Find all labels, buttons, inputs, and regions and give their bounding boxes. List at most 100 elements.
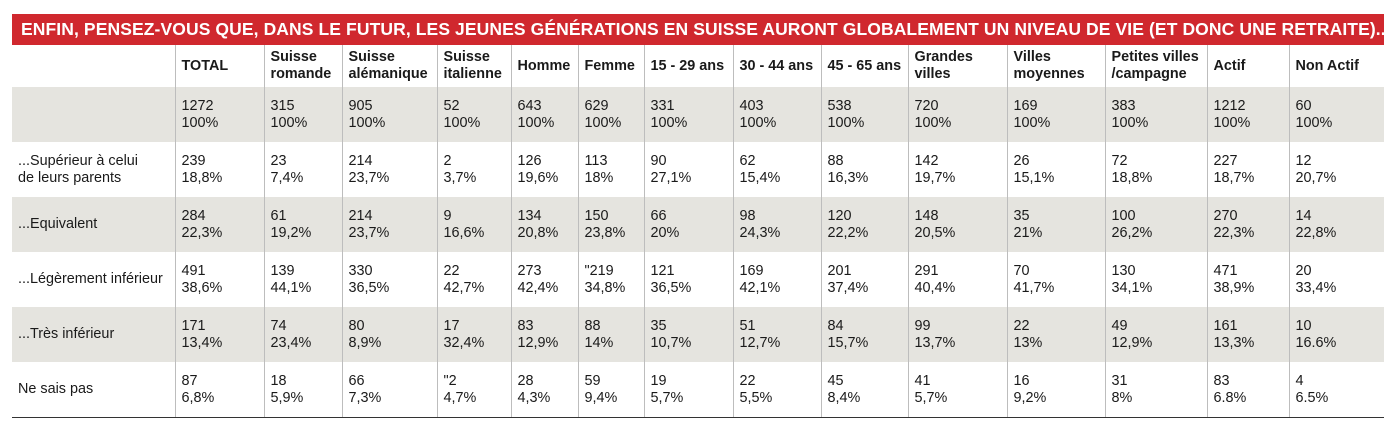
cell-count: 161: [1213, 317, 1238, 334]
column-header: 30 - 44 ans: [732, 45, 821, 87]
table-cell: 84 15,7%: [820, 307, 908, 362]
cell-percent: 9,4%: [584, 389, 618, 406]
table-cell: 49 12,9%: [1104, 307, 1207, 362]
cell-count: 20: [1295, 262, 1312, 279]
table-cell: 98 24,3%: [732, 197, 821, 252]
cell-count: 12: [1295, 152, 1312, 169]
cell-percent: 12,9%: [517, 334, 559, 351]
cell-count: 148: [914, 207, 939, 224]
table-cell: 59 9,4%: [577, 362, 644, 418]
column-header: Suisse romande: [263, 45, 342, 87]
table-cell: 22 13%: [1006, 307, 1105, 362]
cell-count: "219: [584, 262, 614, 279]
cell-count: 35: [650, 317, 667, 334]
table-cell: 35 10,7%: [643, 307, 733, 362]
cell-count: 291: [914, 262, 939, 279]
column-header: Homme: [510, 45, 578, 87]
cell-count: 201: [827, 262, 852, 279]
table-cell: 139 44,1%: [263, 252, 342, 307]
cell-percent: 20%: [650, 224, 680, 241]
table-cell: 45 8,4%: [820, 362, 908, 418]
cell-count: 169: [1013, 97, 1038, 114]
table-row: 1272 100% 315 100% 905 100% 52 100% 643 100% 629 10…: [12, 87, 1384, 142]
column-header: Non Actif: [1288, 45, 1384, 87]
cell-percent: 8,9%: [348, 334, 382, 351]
cell-count: 1272: [181, 97, 214, 114]
cell-percent: 4,3%: [517, 389, 551, 406]
cell-count: 330: [348, 262, 373, 279]
table-cell: 148 20,5%: [907, 197, 1007, 252]
table-cell: 171 13,4%: [174, 307, 264, 362]
cell-count: 284: [181, 207, 206, 224]
cell-percent: 22,3%: [1213, 224, 1255, 241]
table-cell: 22 5,5%: [732, 362, 821, 418]
cell-percent: 7,4%: [270, 169, 304, 186]
cell-count: 41: [914, 372, 931, 389]
cell-percent: 100%: [517, 114, 555, 131]
table-cell: 227 18,7%: [1206, 142, 1289, 197]
table-cell: 22 42,7%: [436, 252, 511, 307]
cell-percent: 100%: [181, 114, 219, 131]
table-cell: 99 13,7%: [907, 307, 1007, 362]
cell-percent: 20,5%: [914, 224, 956, 241]
table-cell: 491 38,6%: [174, 252, 264, 307]
cell-percent: 6,8%: [181, 389, 215, 406]
table-cell: 10 16.6%: [1288, 307, 1384, 362]
cell-count: 99: [914, 317, 931, 334]
table-cell: 62 15,4%: [732, 142, 821, 197]
cell-percent: 38,6%: [181, 279, 223, 296]
cell-count: 905: [348, 97, 373, 114]
cell-count: 403: [739, 97, 764, 114]
cell-percent: 23,7%: [348, 169, 390, 186]
cell-percent: 42,4%: [517, 279, 559, 296]
cell-count: 90: [650, 152, 667, 169]
cell-percent: 27,1%: [650, 169, 692, 186]
table-cell: 26 15,1%: [1006, 142, 1105, 197]
column-header: Suisse alémanique: [341, 45, 437, 87]
cell-count: 22: [443, 262, 460, 279]
table-cell: 4 6.5%: [1288, 362, 1384, 418]
table-cell: 643 100%: [510, 87, 578, 142]
cell-count: 139: [270, 262, 295, 279]
cell-count: 31: [1111, 372, 1128, 389]
cell-percent: 23,8%: [584, 224, 626, 241]
cell-count: 130: [1111, 262, 1136, 279]
cell-percent: 36,5%: [348, 279, 390, 296]
cell-count: 471: [1213, 262, 1238, 279]
table-cell: 629 100%: [577, 87, 644, 142]
table-cell: 720 100%: [907, 87, 1007, 142]
cell-percent: 5,9%: [270, 389, 304, 406]
cell-percent: 37,4%: [827, 279, 869, 296]
cell-count: 491: [181, 262, 206, 279]
table-cell: 120 22,2%: [820, 197, 908, 252]
cell-percent: 18,8%: [1111, 169, 1153, 186]
row-label: ...Légèrement inférieur: [18, 271, 163, 287]
table-cell: 130 34,1%: [1104, 252, 1207, 307]
cell-count: 66: [348, 372, 365, 389]
table-cell: 330 36,5%: [341, 252, 437, 307]
table-cell: 12 20,7%: [1288, 142, 1384, 197]
cell-percent: 100%: [1013, 114, 1051, 131]
cell-percent: 38,9%: [1213, 279, 1255, 296]
cell-count: 14: [1295, 207, 1312, 224]
cell-count: 87: [181, 372, 198, 389]
cell-count: 270: [1213, 207, 1238, 224]
table-cell: 2 3,7%: [436, 142, 511, 197]
cell-percent: 100%: [584, 114, 622, 131]
cell-count: 60: [1295, 97, 1312, 114]
table-cell: 16 9,2%: [1006, 362, 1105, 418]
table-cell: 66 20%: [643, 197, 733, 252]
cell-percent: 16,6%: [443, 224, 485, 241]
cell-percent: 19,7%: [914, 169, 956, 186]
cell-count: 100: [1111, 207, 1136, 224]
cell-count: 331: [650, 97, 675, 114]
table-cell: 31 8%: [1104, 362, 1207, 418]
cell-count: 62: [739, 152, 756, 169]
table-cell: 17 32,4%: [436, 307, 511, 362]
table-row: ...Légèrement inférieur 491 38,6% 139 44,1% 3…: [12, 252, 1384, 307]
table-cell: 273 42,4%: [510, 252, 578, 307]
row-label: [12, 87, 175, 142]
cell-percent: 12,7%: [739, 334, 781, 351]
table-cell: 214 23,7%: [341, 142, 437, 197]
table-cell: 142 19,7%: [907, 142, 1007, 197]
